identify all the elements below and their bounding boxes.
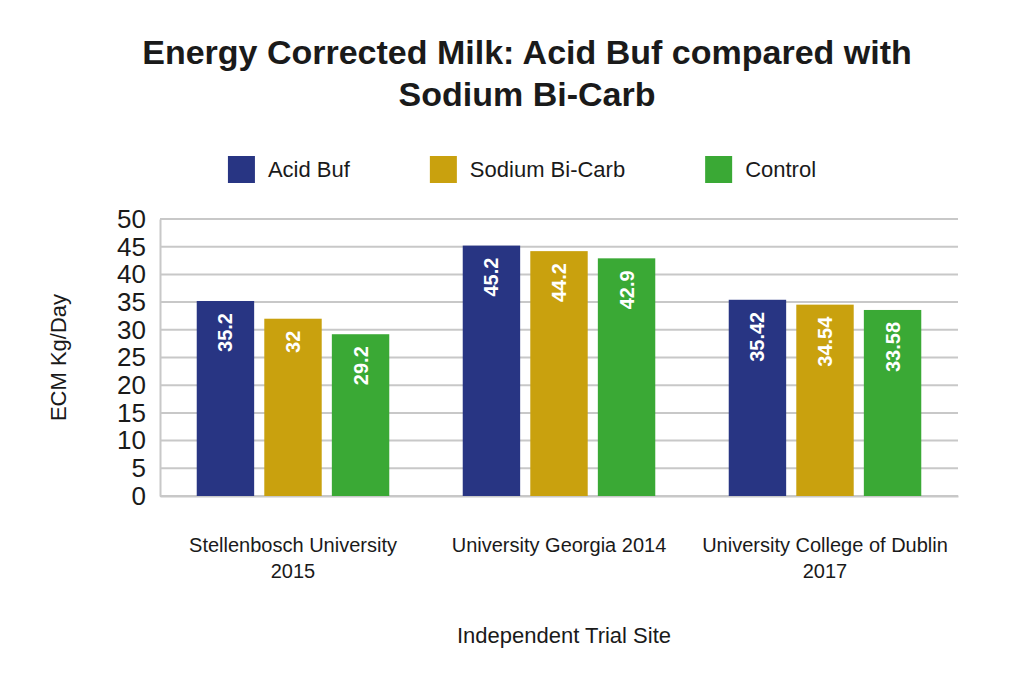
y-tick-label: 45 <box>117 232 146 262</box>
y-tick: 0 <box>132 481 160 511</box>
y-tick: 30 <box>117 315 160 345</box>
x-axis: Stellenbosch University 2015 University Ge… <box>161 496 959 582</box>
grid <box>160 219 958 496</box>
title: Energy Corrected Milk: Acid Buf compared… <box>142 33 912 113</box>
legend-swatch <box>228 156 255 183</box>
legend-swatch <box>430 156 457 183</box>
y-tick: 40 <box>117 259 160 289</box>
data-label: 45.2 <box>480 258 502 297</box>
legend: Acid Buf Sodium Bi-Carb Control <box>228 156 816 183</box>
legend-label: Sodium Bi-Carb <box>470 157 625 182</box>
data-label: 34.54 <box>814 316 836 367</box>
y-tick-label: 10 <box>117 425 146 455</box>
data-label: 33.58 <box>882 322 904 372</box>
x-tick-label-line: University College of Dublin <box>702 534 948 556</box>
x-tick-label-line: University Georgia 2014 <box>452 534 667 556</box>
data-label: 35.42 <box>746 312 768 362</box>
data-label: 29.2 <box>350 346 372 385</box>
bar <box>463 246 520 496</box>
grid-line <box>160 246 958 248</box>
y-tick: 25 <box>117 342 160 372</box>
chart: Energy Corrected Milk: Acid Buf compared… <box>0 0 1024 696</box>
legend-label: Control <box>745 157 816 182</box>
title-line: Energy Corrected Milk: Acid Buf compared… <box>142 33 912 71</box>
x-axis-title: Independent Trial Site <box>457 623 671 648</box>
x-tick-label: Stellenbosch University 2015 <box>189 534 397 582</box>
y-axis-line <box>160 220 162 497</box>
y-tick-label: 20 <box>117 370 146 400</box>
data-labels: 35.2 45.2 35.42 32 44.2 34.54 29.2 42.9 33.58 <box>214 258 903 386</box>
data-label: 32 <box>282 331 304 353</box>
y-tick-label: 50 <box>117 204 146 234</box>
y-tick: 35 <box>117 287 160 317</box>
x-tick: University Georgia 2014 <box>452 496 667 556</box>
bar <box>530 251 587 496</box>
y-tick-label: 30 <box>117 315 146 345</box>
x-tick: Stellenbosch University 2015 <box>189 496 397 582</box>
data-label: 35.2 <box>214 313 236 352</box>
bar <box>796 305 853 496</box>
title-line: Sodium Bi-Carb <box>399 75 656 113</box>
grid-line <box>160 218 958 220</box>
y-tick-label: 35 <box>117 287 146 317</box>
legend-item: Control <box>705 156 816 183</box>
y-axis-title: ECM Kg/Day <box>46 294 71 421</box>
legend-item: Sodium Bi-Carb <box>430 156 625 183</box>
y-tick: 20 <box>117 370 160 400</box>
y-tick: 10 <box>117 425 160 455</box>
data-label: 42.9 <box>616 270 638 309</box>
bars <box>197 246 922 496</box>
x-tick-label-line: 2015 <box>271 560 316 582</box>
bar <box>729 300 786 496</box>
legend-swatch <box>705 156 732 183</box>
bar <box>197 301 254 496</box>
bar <box>864 310 921 496</box>
y-tick-label: 25 <box>117 342 146 372</box>
x-tick-label-line: 2017 <box>803 560 848 582</box>
bar <box>264 319 321 496</box>
x-tick-label-line: Stellenbosch University <box>189 534 397 556</box>
x-tick-label: University College of Dublin 2017 <box>702 534 948 582</box>
data-label: 44.2 <box>548 263 570 302</box>
bar <box>598 258 655 496</box>
bar <box>332 334 389 496</box>
y-axis: 05101520253035404550 <box>117 204 160 511</box>
x-tick: University College of Dublin 2017 <box>702 496 948 582</box>
y-tick: 5 <box>132 453 160 483</box>
x-tick-label: University Georgia 2014 <box>452 534 667 556</box>
y-tick: 15 <box>117 398 160 428</box>
y-tick: 45 <box>117 232 160 262</box>
y-tick: 50 <box>117 204 160 234</box>
y-tick-label: 0 <box>132 481 146 511</box>
y-tick-label: 15 <box>117 398 146 428</box>
y-tick-label: 5 <box>132 453 146 483</box>
legend-item: Acid Buf <box>228 156 351 183</box>
legend-label: Acid Buf <box>268 157 351 182</box>
y-tick-label: 40 <box>117 259 146 289</box>
